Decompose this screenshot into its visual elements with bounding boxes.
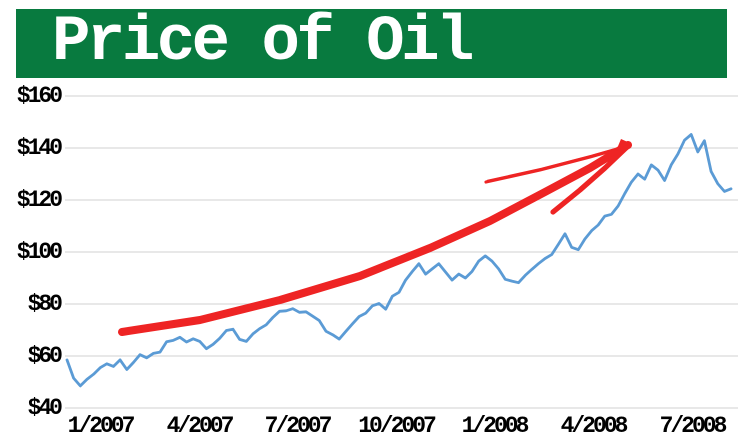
title-banner: Price of Oil xyxy=(16,9,727,78)
x-axis-label: 4/2008 xyxy=(560,413,629,439)
trend-arrow-tip xyxy=(616,139,630,151)
y-axis-label: $120 xyxy=(16,187,63,213)
trend-arrow-shaft-texture xyxy=(121,141,632,333)
y-axis-label: $40 xyxy=(27,395,63,421)
y-axis-label: $80 xyxy=(27,291,63,317)
y-axis-label: $160 xyxy=(16,83,63,109)
x-axis-label: 1/2008 xyxy=(461,413,530,439)
y-axis-label: $60 xyxy=(27,343,63,369)
trend-arrow-barb-upper xyxy=(484,145,627,184)
y-axis-label: $100 xyxy=(16,239,63,265)
trend-arrow-barb-upper-texture xyxy=(486,144,628,182)
x-axis-label: 1/2007 xyxy=(67,413,136,439)
x-axis-label: 7/2008 xyxy=(659,413,728,439)
y-axis-label: $140 xyxy=(16,135,63,161)
x-axis-label: 7/2007 xyxy=(264,413,333,439)
x-axis-label: 10/2007 xyxy=(358,413,437,439)
x-axis-label: 4/2007 xyxy=(166,413,235,439)
trend-arrow-barb-lower-texture xyxy=(553,145,629,212)
page-title: Price of Oil xyxy=(52,7,474,79)
price-line xyxy=(65,133,733,388)
